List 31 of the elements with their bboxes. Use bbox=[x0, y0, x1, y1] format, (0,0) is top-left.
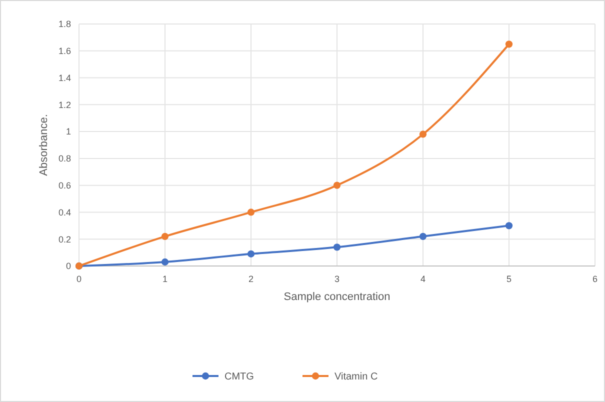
point bbox=[333, 244, 341, 251]
y-tick-label: 0 bbox=[66, 261, 71, 272]
y-tick-label: 1 bbox=[66, 126, 71, 137]
x-tick-label: 6 bbox=[592, 274, 598, 284]
y-tick-label: 0.6 bbox=[58, 180, 71, 190]
x-tick-label: 5 bbox=[506, 274, 512, 284]
y-tick-label: 1.4 bbox=[58, 72, 71, 83]
legend-label: CMTG bbox=[224, 372, 254, 382]
x-tick-label: 3 bbox=[334, 274, 340, 284]
point bbox=[247, 250, 255, 258]
x-tick-label: 0 bbox=[76, 274, 82, 284]
legend-label: Vitamin C bbox=[334, 372, 378, 382]
point bbox=[419, 232, 427, 240]
point bbox=[419, 130, 427, 138]
y-tick-label: 0.4 bbox=[58, 207, 71, 218]
y-tick-label: 0.2 bbox=[58, 234, 71, 244]
point bbox=[161, 232, 169, 240]
point bbox=[505, 40, 513, 48]
y-tick-label: 1.6 bbox=[58, 46, 71, 56]
x-tick-label: 1 bbox=[162, 274, 168, 284]
y-tick-label: 0.8 bbox=[58, 154, 71, 164]
y-tick-label: 1.2 bbox=[58, 100, 71, 110]
point bbox=[505, 222, 513, 230]
point bbox=[333, 182, 341, 189]
point bbox=[247, 208, 255, 216]
y-axis-title: Absorbance. bbox=[38, 114, 50, 176]
y-tick-label: 1.8 bbox=[58, 19, 71, 30]
x-tick-label: 2 bbox=[248, 274, 254, 284]
x-axis-title: Sample concentration bbox=[284, 291, 390, 303]
x-tick-label: 4 bbox=[420, 274, 426, 284]
point bbox=[161, 258, 169, 266]
